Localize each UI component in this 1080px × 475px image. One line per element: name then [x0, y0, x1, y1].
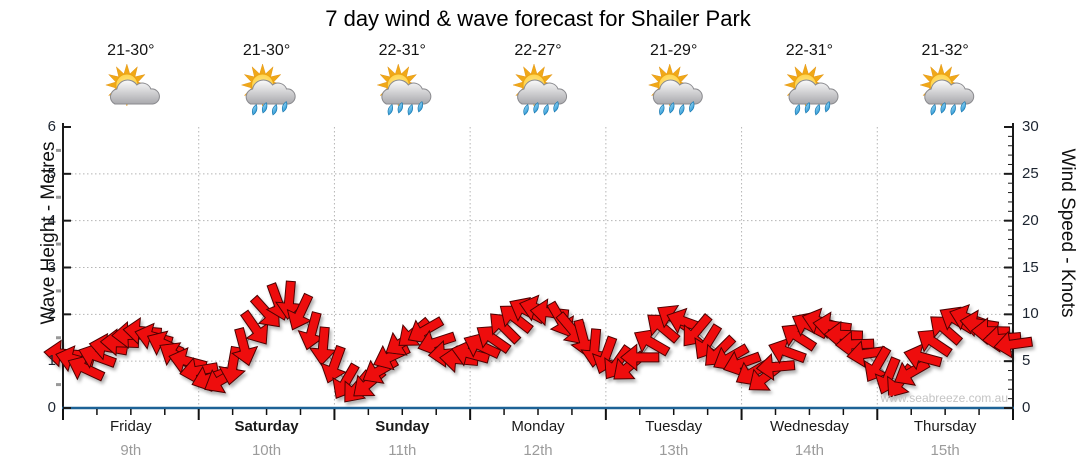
wind-direction-arrow [768, 337, 807, 365]
chart-title: 7 day wind & wave forecast for Shailer P… [325, 6, 751, 31]
day-temp-range: 21-32° [921, 42, 969, 59]
wind-direction-arrow [993, 330, 1034, 359]
wind-axis-tick-label: 25 [1022, 164, 1039, 182]
wind-direction-arrow [297, 311, 325, 351]
wind-direction-arrow [834, 330, 875, 359]
watermark-link[interactable]: www.seabreeze.com.au [880, 391, 1008, 405]
wind-direction-arrow [683, 313, 713, 347]
wind-axis-tick-label: 30 [1022, 118, 1039, 135]
wind-direction-arrow [930, 316, 964, 346]
day-label: Monday [511, 418, 565, 435]
wind-direction-arrow [529, 298, 570, 327]
left-axis-title: Wave Height - Metres [38, 141, 59, 325]
wind-direction-arrow [917, 329, 953, 358]
wind-direction-arrow [863, 345, 892, 383]
wave-axis-tick-label: 2 [47, 305, 56, 323]
day-label: Saturday [234, 418, 299, 435]
wind-direction-arrow [320, 344, 347, 384]
wind-direction-arrow [620, 343, 660, 372]
wave-axis-tick-label: 4 [47, 211, 56, 229]
day-temp-range: 22-31° [785, 42, 834, 59]
day-temp-range: 22-31° [378, 42, 426, 59]
wind-direction-arrow [846, 340, 887, 368]
wind-axis-tick-label: 10 [1022, 305, 1039, 323]
wind-direction-arrow [308, 326, 337, 366]
wind-direction-arrow [78, 342, 117, 369]
wind-axis-tick-label: 5 [1022, 352, 1031, 370]
date-label: 10th [251, 442, 282, 459]
weather-icon-sun-cloud-rain [512, 63, 568, 116]
wind-direction-arrow [490, 313, 522, 345]
wind-direction-arrow [231, 326, 259, 367]
day-temp-range: 21-29° [650, 42, 698, 59]
day-label: Tuesday [645, 418, 703, 435]
wave-axis-tick-label: 5 [47, 164, 56, 182]
wind-axis-tick-label: 0 [1022, 399, 1031, 416]
weather-icon-sun-cloud [105, 63, 160, 107]
wind-axis-tick-label: 20 [1022, 211, 1039, 229]
date-label: 9th [120, 442, 142, 459]
wind-arrow-band [43, 280, 1034, 403]
weather-icon-sun-cloud-rain [783, 63, 839, 116]
date-label: 13th [659, 442, 689, 459]
date-label: 14th [794, 442, 825, 459]
wind-direction-arrow [903, 343, 943, 371]
wind-direction-arrow [633, 328, 671, 357]
wind-direction-arrow [781, 323, 818, 352]
date-label: 11th [388, 442, 417, 459]
wave-axis-tick-label: 6 [47, 118, 56, 135]
day-label: Wednesday [769, 418, 849, 435]
wind-direction-arrow [647, 314, 681, 344]
wave-axis-tick-label: 1 [47, 352, 56, 370]
day-temp-range: 21-30° [107, 42, 155, 59]
wind-direction-arrow [499, 305, 534, 335]
weather-icon-sun-cloud-rain [919, 63, 975, 116]
wind-direction-arrow [67, 354, 106, 382]
weather-icon-sun-cloud-rain [240, 63, 296, 116]
day-label: Friday [110, 418, 152, 435]
right-axis-title: Wind Speed - Knots [1057, 148, 1078, 318]
wind-direction-arrow [476, 325, 512, 354]
wind-direction-arrow [240, 309, 269, 345]
day-label: Thursday [913, 418, 977, 435]
weather-icon-sun-cloud-rain [376, 63, 432, 116]
day-temp-range: 22-27° [514, 42, 562, 59]
wind-axis-tick-label: 15 [1022, 258, 1039, 276]
weather-icon-sun-cloud-rain [648, 63, 703, 116]
wind-direction-arrow [286, 292, 314, 331]
wind-direction-arrow [755, 353, 796, 382]
date-label: 15th [930, 442, 960, 459]
wave-axis-tick-label: 3 [47, 258, 56, 276]
wind-direction-arrow [274, 280, 303, 321]
day-label: Sunday [375, 418, 430, 435]
wave-axis-tick-label: 0 [47, 399, 56, 416]
date-label: 12th [523, 442, 553, 459]
day-temp-range: 21-30° [242, 42, 291, 59]
